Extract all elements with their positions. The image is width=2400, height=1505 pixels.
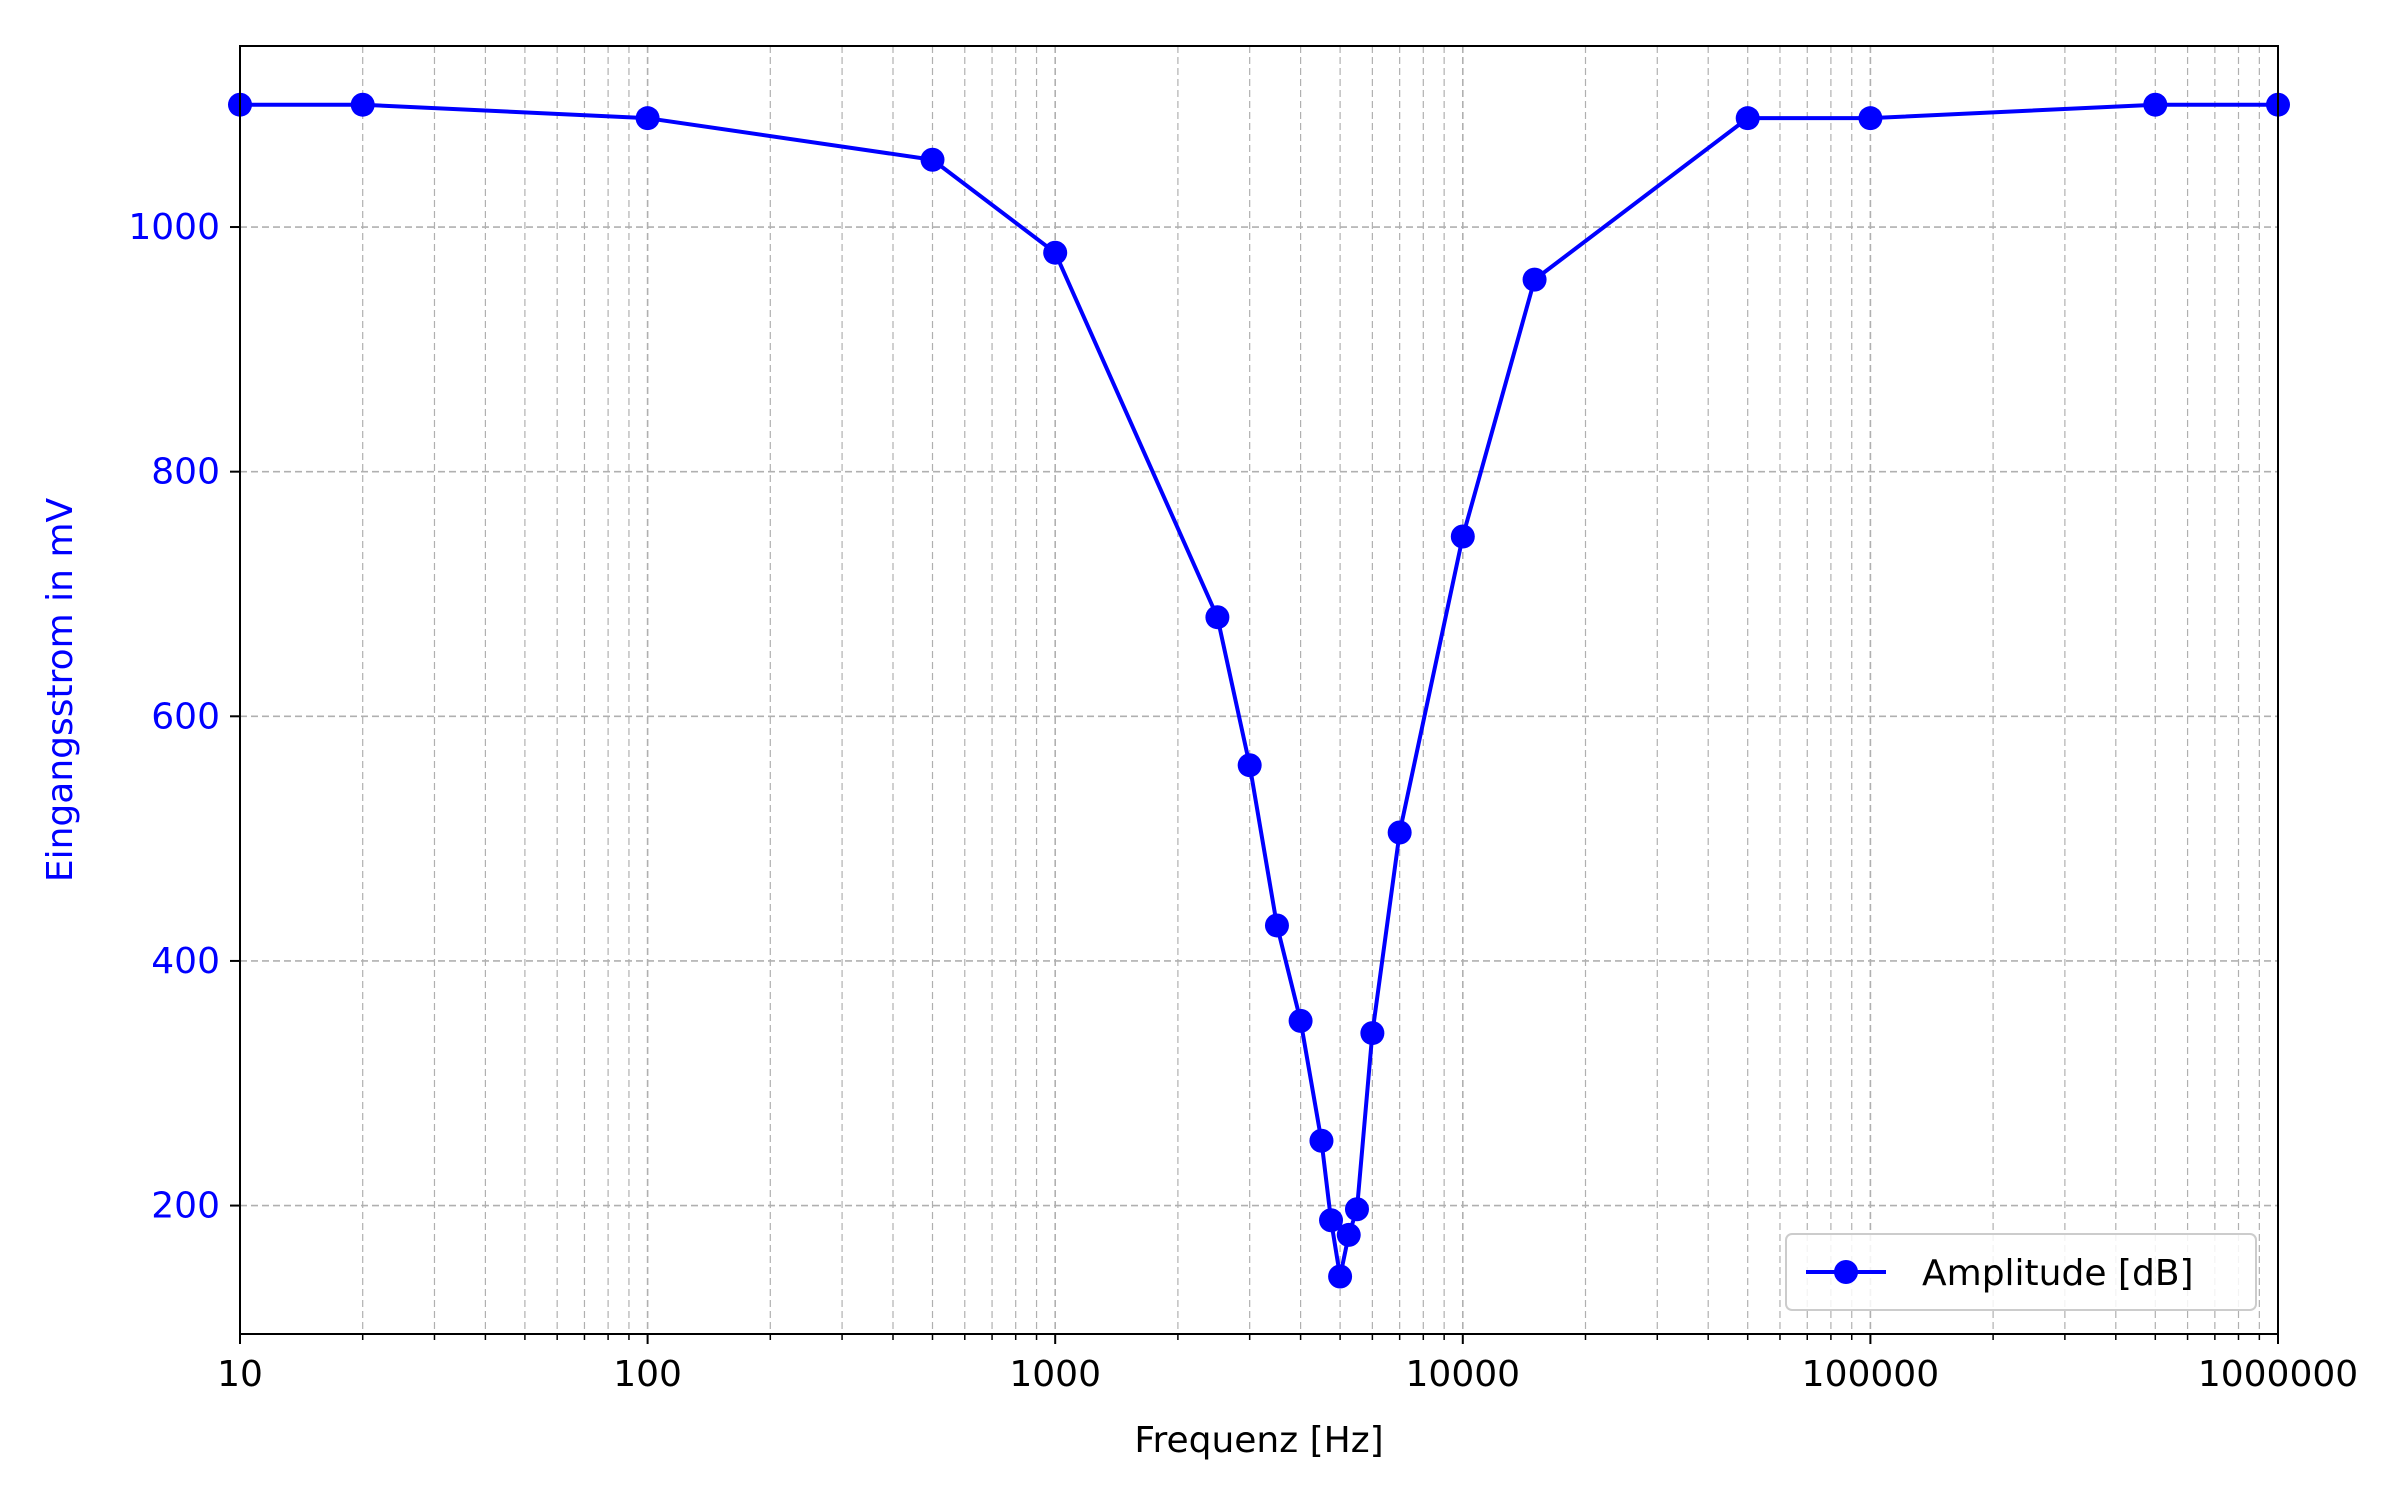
- data-point: [1328, 1264, 1353, 1289]
- data-point: [1450, 524, 1475, 549]
- data-point: [1205, 605, 1230, 630]
- series-line: [240, 102, 2278, 1279]
- legend-box: [1785, 1233, 2257, 1311]
- x-axis-label: Frequenz [Hz]: [1134, 1420, 1383, 1461]
- data-point: [2143, 92, 2168, 117]
- data-point: [1360, 1021, 1385, 1046]
- legend: Amplitude [dB]: [1785, 1233, 2257, 1311]
- data-point: [1344, 1197, 1369, 1222]
- plot-frame: [239, 45, 2279, 1335]
- y-axis-label: Eingangsstrom in mV: [40, 497, 81, 882]
- x-tick-label: 10000: [1406, 1354, 1521, 1395]
- x-tick-label: 1000: [1009, 1354, 1101, 1395]
- y-tick-label: 800: [151, 452, 220, 493]
- data-point: [1309, 1128, 1334, 1153]
- legend-label: Amplitude [dB]: [1922, 1253, 2194, 1294]
- grid: [239, 46, 2278, 1334]
- data-point: [635, 106, 660, 131]
- ticks: 200 400 600 800 1000 10 100 1000 10000 100000 1000…: [128, 207, 2358, 1395]
- data-point: [1237, 753, 1262, 778]
- x-tick-label: 1000000: [2198, 1354, 2358, 1395]
- data-point: [1387, 820, 1412, 845]
- data-point: [1735, 106, 1760, 131]
- data-point: [1288, 1008, 1313, 1033]
- data-point: [1264, 913, 1289, 938]
- x-tick-label: 100: [613, 1354, 682, 1395]
- y-tick-label: 1000: [128, 207, 220, 248]
- y-tick-label: 200: [151, 1186, 220, 1227]
- data-point: [1319, 1208, 1344, 1233]
- x-tick-label: 100000: [1802, 1354, 1939, 1395]
- legend-marker-sample: [1834, 1260, 1858, 1284]
- x-tick-label: 10: [217, 1354, 263, 1395]
- data-point: [1336, 1222, 1361, 1247]
- y-tick-label: 400: [151, 941, 220, 982]
- data-point: [1858, 106, 1883, 131]
- data-point: [1522, 267, 1547, 292]
- data-point: [920, 147, 945, 172]
- data-point: [1043, 240, 1068, 265]
- y-tick-label: 600: [151, 696, 220, 737]
- data-point: [350, 92, 375, 117]
